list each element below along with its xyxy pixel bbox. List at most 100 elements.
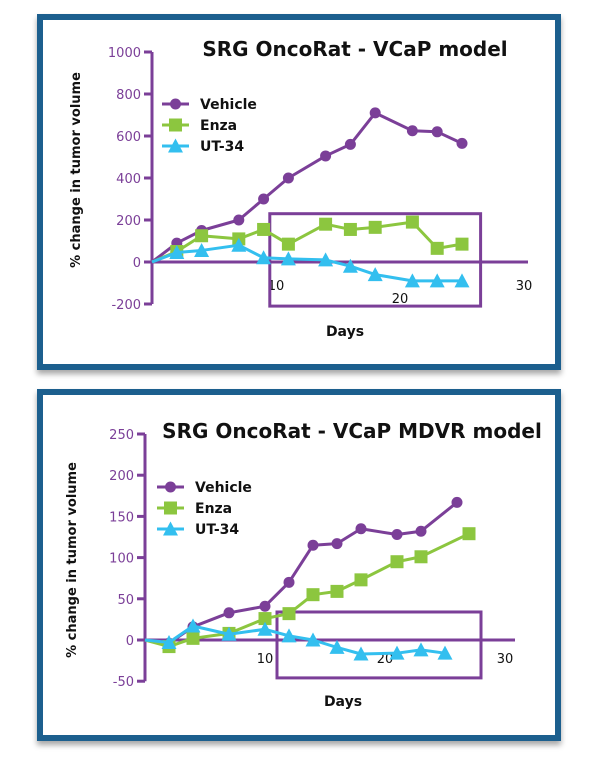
data-point: [282, 172, 294, 184]
x-axis-label: Days: [326, 324, 364, 340]
legend-marker: [163, 521, 178, 536]
data-point: [186, 631, 200, 645]
legend-label: Enza: [200, 118, 237, 134]
y-tick-label: 150: [109, 510, 134, 525]
data-point: [406, 125, 418, 137]
data-point: [161, 634, 177, 649]
y-axis-label: % change in tumor volume: [65, 462, 80, 658]
data-point: [429, 273, 445, 288]
series-ut-34: [151, 237, 470, 288]
data-point: [368, 220, 382, 234]
data-point: [233, 214, 245, 226]
y-tick-label: 200: [116, 214, 141, 229]
data-point: [256, 250, 272, 265]
data-point: [354, 573, 368, 587]
y-tick-label: -200: [111, 298, 141, 313]
x-tick-label: 30: [516, 279, 533, 294]
data-point: [259, 600, 271, 612]
data-point: [306, 588, 320, 602]
legend-label: Vehicle: [195, 480, 252, 496]
x-tick-label: 20: [377, 652, 394, 667]
y-tick-label: 1000: [108, 46, 141, 61]
y-tick-label: -50: [113, 675, 134, 690]
chart-vcap: SRG OncoRat - VCaP model % change in tumo…: [37, 14, 561, 370]
y-tick-label: 0: [126, 634, 134, 649]
data-point: [223, 607, 235, 619]
legend-marker: [169, 118, 182, 132]
data-point: [413, 642, 429, 657]
data-point: [343, 222, 357, 236]
data-point: [331, 538, 343, 550]
y-tick-label: 250: [109, 428, 134, 443]
y-tick-label: 400: [116, 172, 141, 187]
data-point: [257, 621, 273, 636]
chart-vcap-mdvr: SRG OncoRat - VCaP MDVR model % change in…: [37, 389, 561, 741]
data-point: [456, 137, 468, 149]
data-point: [221, 626, 237, 641]
highlight-box: [275, 610, 483, 680]
data-point: [320, 150, 332, 162]
data-point: [369, 107, 381, 119]
y-tick-label: 200: [109, 469, 134, 484]
data-point: [305, 632, 321, 647]
series-enza: [151, 215, 469, 264]
chart-title: SRG OncoRat - VCaP MDVR model: [162, 419, 542, 443]
data-point: [329, 639, 345, 654]
x-tick-label: 20: [392, 292, 409, 307]
data-point: [319, 217, 333, 231]
legend-label: UT-34: [195, 522, 239, 538]
y-axis-label: % change in tumor volume: [69, 72, 84, 268]
data-point: [307, 539, 319, 551]
x-tick-label: 10: [268, 279, 285, 294]
highlight-box: [268, 212, 483, 308]
data-point: [353, 646, 369, 661]
y-tick-label: 600: [116, 130, 141, 145]
data-point: [257, 222, 271, 236]
data-point: [281, 237, 295, 251]
data-point: [258, 612, 272, 626]
data-point: [281, 628, 297, 643]
data-point: [405, 215, 419, 229]
data-point: [194, 242, 210, 257]
data-point: [280, 251, 296, 266]
data-point: [414, 550, 428, 564]
x-tick-label: 10: [257, 652, 274, 667]
data-point: [431, 126, 443, 138]
data-point: [391, 529, 403, 541]
legend-marker: [165, 481, 176, 493]
y-tick-label: 800: [116, 88, 141, 103]
data-point: [355, 523, 367, 535]
data-point: [258, 193, 270, 205]
legend-marker: [168, 138, 183, 153]
data-point: [390, 555, 404, 569]
x-axis-label: Days: [324, 694, 362, 710]
chart-title: SRG OncoRat - VCaP model: [202, 37, 507, 61]
legend-marker: [164, 501, 177, 515]
legend-label: UT-34: [200, 139, 244, 155]
data-point: [404, 273, 420, 288]
data-point: [330, 584, 344, 598]
x-tick-label: 30: [497, 652, 514, 667]
data-point: [437, 645, 453, 660]
data-point: [283, 576, 295, 588]
data-point: [389, 645, 405, 660]
data-point: [415, 525, 427, 537]
data-point: [169, 245, 185, 260]
series-ut-34: [144, 618, 453, 661]
data-point: [195, 229, 209, 243]
data-point: [185, 618, 201, 633]
data-point: [344, 138, 356, 150]
data-point: [451, 496, 463, 508]
y-tick-label: 50: [117, 593, 134, 608]
data-point: [454, 273, 470, 288]
data-point: [342, 258, 358, 273]
data-point: [455, 237, 469, 251]
data-point: [282, 607, 296, 621]
data-point: [231, 237, 247, 252]
data-point: [462, 527, 476, 541]
legend-marker: [170, 98, 181, 110]
data-point: [430, 241, 444, 255]
data-point: [318, 252, 334, 267]
y-tick-label: 0: [133, 256, 141, 271]
